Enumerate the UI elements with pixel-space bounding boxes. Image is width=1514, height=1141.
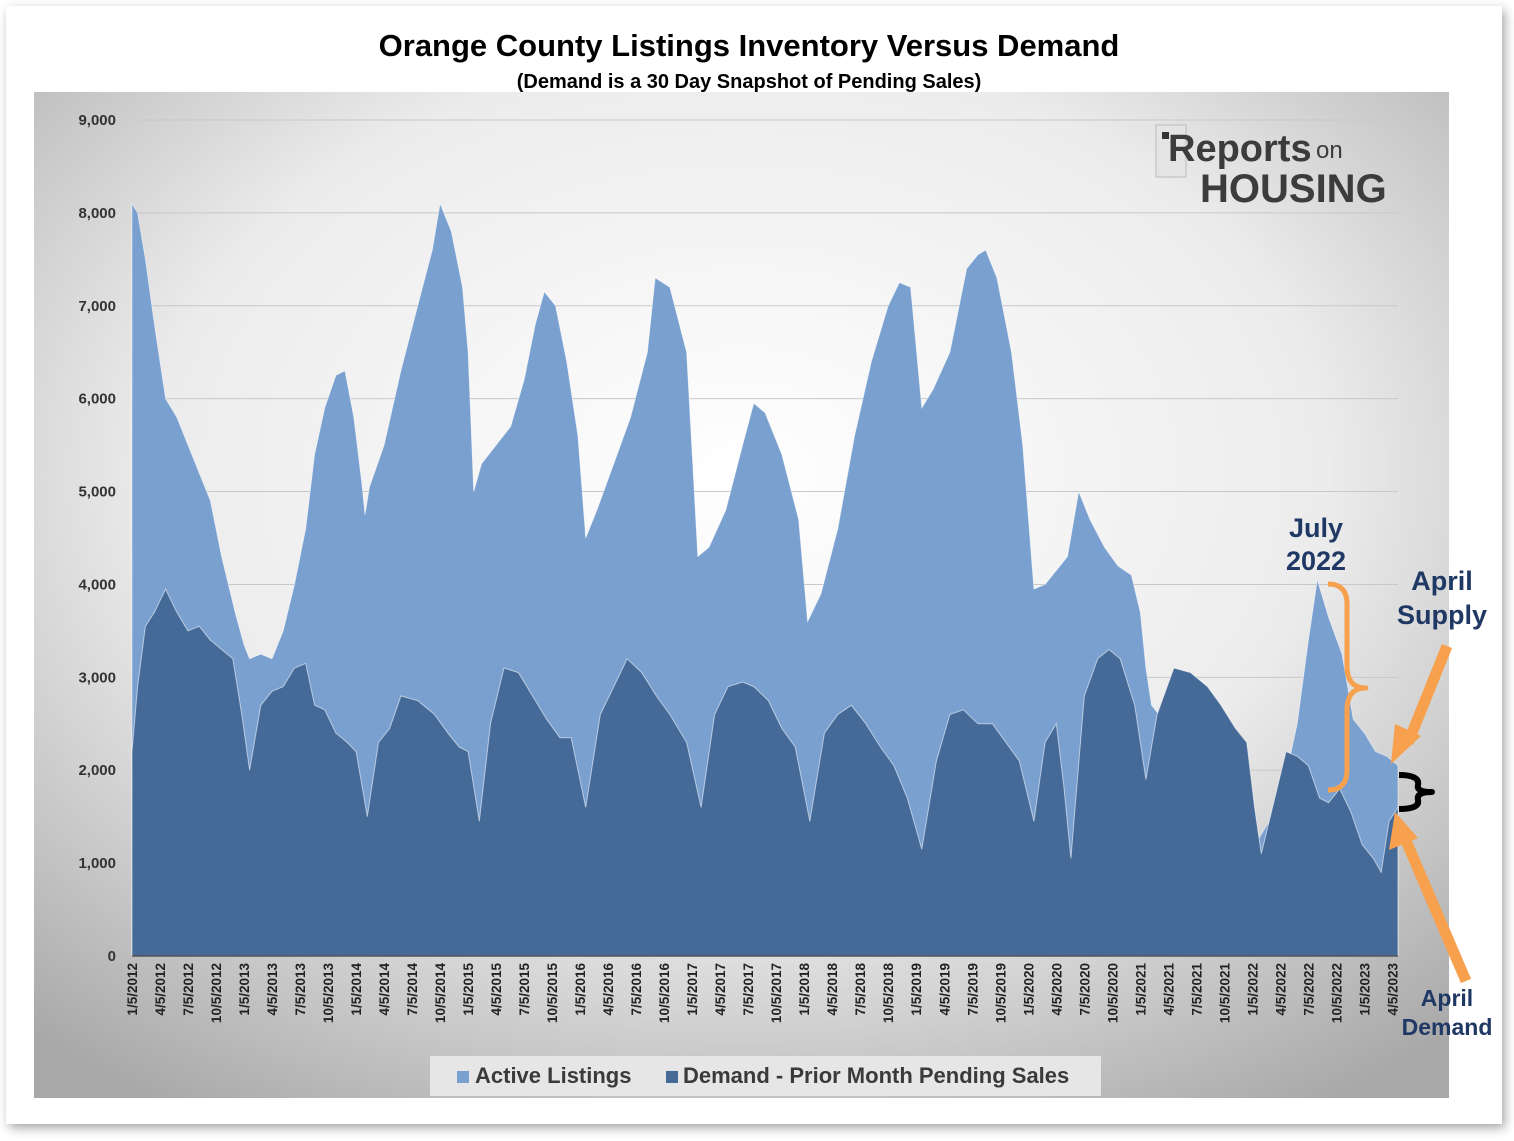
legend-label-active-listings: Active Listings <box>475 1063 631 1088</box>
x-tick-label: 1/5/2017 <box>685 963 700 1016</box>
demand-arrow-shaft <box>1398 833 1472 984</box>
x-tick-label: 10/5/2018 <box>881 963 896 1024</box>
annotation-april-supply-line1: April <box>1411 566 1473 596</box>
x-tick-label: 4/5/2016 <box>601 963 616 1016</box>
x-tick-label: 1/5/2012 <box>125 963 140 1016</box>
annotation-july-line2: 2022 <box>1286 546 1346 576</box>
area-demand <box>131 587 1399 957</box>
x-tick-label: 7/5/2015 <box>517 963 532 1016</box>
annotation-april-demand: April Demand <box>1389 812 1492 1040</box>
x-tick-label: 1/5/2016 <box>573 963 588 1016</box>
y-tick-label: 5,000 <box>78 484 116 501</box>
annotation-july-line1: July <box>1289 513 1343 543</box>
logo-on: on <box>1316 137 1343 164</box>
y-axis: 0 1,000 2,000 3,000 4,000 5,000 6,000 7,000 8,00… <box>78 112 116 965</box>
supply-arrow-head-icon <box>1391 724 1421 764</box>
x-tick-label: 1/5/2018 <box>797 963 812 1016</box>
logo-housing: HOUSING <box>1200 167 1387 211</box>
x-tick-label: 7/5/2019 <box>965 963 980 1016</box>
annotation-april-demand-line1: April <box>1421 985 1473 1011</box>
x-tick-label: 7/5/2020 <box>1077 963 1092 1016</box>
x-tick-label: 7/5/2018 <box>853 963 868 1016</box>
x-tick-label: 1/5/2022 <box>1245 963 1260 1016</box>
chart-frame: Orange County Listings Inventory Versus … <box>6 6 1502 1124</box>
x-tick-label: 4/5/2022 <box>1273 963 1288 1016</box>
x-tick-label: 4/5/2020 <box>1049 963 1064 1016</box>
x-tick-label: 1/5/2020 <box>1021 963 1036 1016</box>
legend-label-demand: Demand - Prior Month Pending Sales <box>683 1063 1069 1088</box>
y-tick-label: 7,000 <box>78 298 116 315</box>
y-tick-label: 2,000 <box>78 762 116 779</box>
x-tick-label: 1/5/2023 <box>1357 963 1372 1016</box>
legend-swatch-demand <box>666 1071 678 1083</box>
annotation-april-supply: April Supply <box>1391 566 1487 764</box>
y-tick-label: 6,000 <box>78 391 116 408</box>
x-tick-label: 7/5/2017 <box>741 963 756 1016</box>
x-tick-label: 7/5/2014 <box>405 963 420 1016</box>
logo-window-icon <box>1162 132 1169 139</box>
legend-box <box>430 1056 1101 1096</box>
x-tick-label: 1/5/2015 <box>461 963 476 1016</box>
chart: Orange County Listings Inventory Versus … <box>34 28 1492 1098</box>
x-tick-label: 1/5/2019 <box>909 963 924 1016</box>
x-tick-label: 4/5/2023 <box>1385 963 1400 1016</box>
x-tick-label: 10/5/2020 <box>1105 963 1120 1023</box>
supply-arrow-shaft <box>1402 643 1453 746</box>
series-areas <box>131 202 1399 957</box>
x-tick-label: 10/5/2022 <box>1329 963 1344 1023</box>
x-tick-label: 4/5/2018 <box>825 963 840 1016</box>
logo-house-icon <box>1155 124 1187 178</box>
x-tick-label: 4/5/2019 <box>937 963 952 1016</box>
y-tick-label: 0 <box>108 948 116 965</box>
x-tick-label: 1/5/2014 <box>349 963 364 1016</box>
chart-subtitle: (Demand is a 30 Day Snapshot of Pending … <box>517 71 982 93</box>
logo: Reports on HOUSING <box>1155 124 1387 211</box>
y-tick-label: 3,000 <box>78 669 116 686</box>
logo-reports: Reports <box>1168 128 1312 170</box>
x-tick-label: 7/5/2012 <box>181 963 196 1016</box>
annotation-april-demand-line2: Demand <box>1402 1014 1493 1040</box>
x-tick-label: 10/5/2014 <box>433 963 448 1024</box>
y-tick-label: 4,000 <box>78 576 116 593</box>
x-tick-label: 7/5/2016 <box>629 963 644 1016</box>
x-tick-label: 1/5/2021 <box>1133 963 1148 1016</box>
x-tick-label: 7/5/2021 <box>1189 963 1204 1016</box>
x-tick-label: 4/5/2021 <box>1161 963 1176 1016</box>
x-tick-label: 10/5/2019 <box>993 963 1008 1023</box>
april-gap-bracket-icon <box>1398 772 1435 812</box>
x-tick-label: 10/5/2012 <box>209 963 224 1023</box>
july-brace-icon <box>1327 581 1369 793</box>
legend-swatch-active-listings <box>457 1071 469 1083</box>
x-tick-label: 1/5/2013 <box>237 963 252 1016</box>
x-tick-label: 7/5/2013 <box>293 963 308 1016</box>
x-tick-label: 10/5/2015 <box>545 963 560 1024</box>
y-tick-label: 9,000 <box>78 112 116 129</box>
x-tick-label: 10/5/2021 <box>1217 963 1232 1024</box>
x-tick-label: 4/5/2015 <box>489 963 504 1016</box>
y-tick-label: 8,000 <box>78 205 116 222</box>
x-tick-label: 10/5/2013 <box>321 963 336 1024</box>
x-tick-label: 10/5/2016 <box>657 963 672 1024</box>
x-tick-label: 4/5/2014 <box>377 963 392 1016</box>
demand-arrow-head-icon <box>1389 812 1418 850</box>
annotation-april-supply-line2: Supply <box>1397 600 1487 630</box>
x-tick-label: 4/5/2012 <box>153 963 168 1016</box>
legend: Active Listings Demand - Prior Month Pen… <box>430 1056 1101 1096</box>
x-tick-label: 4/5/2017 <box>713 963 728 1016</box>
annotation-july: July 2022 <box>1286 513 1369 793</box>
y-tick-label: 1,000 <box>78 855 116 872</box>
x-tick-label: 10/5/2017 <box>769 963 784 1023</box>
x-axis: 1/5/2012 4/5/2012 7/5/2012 10/5/2012 1/5/201… <box>125 963 1400 1024</box>
x-tick-label: 4/5/2013 <box>265 963 280 1016</box>
chart-title: Orange County Listings Inventory Versus … <box>379 28 1120 63</box>
x-tick-label: 7/5/2022 <box>1301 963 1316 1016</box>
